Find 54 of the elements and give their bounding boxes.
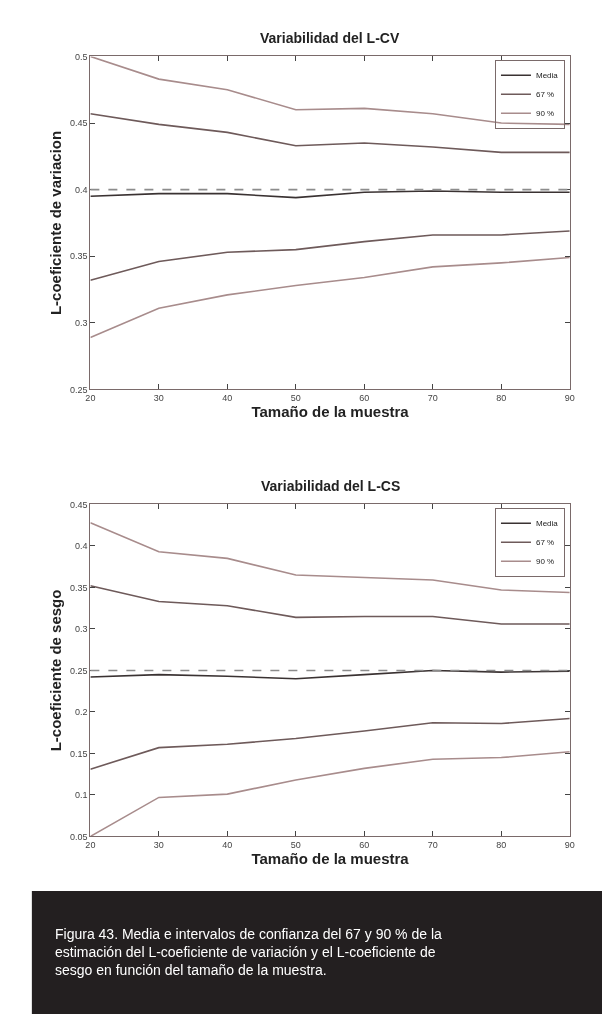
x-tick-label: 90	[564, 840, 575, 851]
x-axis-title: Tamaño de la muestra	[251, 403, 410, 421]
y-tick-label: 0.1	[75, 790, 88, 801]
x-tick-label: 20	[85, 393, 96, 404]
line-series	[90, 750, 570, 837]
y-tick-label: 0.2	[75, 707, 88, 718]
line-series	[90, 56, 570, 126]
x-tick-label: 20	[85, 840, 96, 851]
legend-label: 67 %	[535, 538, 555, 548]
legend-label: 67 %	[535, 90, 555, 100]
y-axis-title: L-coeficiente de sesgo	[47, 589, 65, 752]
chart-title: Variabilidad del L-CS	[261, 478, 401, 494]
x-tick-label: 40	[222, 393, 233, 404]
line-series	[90, 256, 570, 339]
chart-title: Variabilidad del L-CV	[260, 30, 400, 46]
y-tick-label: 0.35	[70, 582, 88, 593]
text: Figura 43. Media e intervalos de confianza del 67 y 90 % de la estimación del L-coeficiente de variación y el L-coeficiente de sesgo en función del tamaño de la muestra.	[55, 926, 442, 979]
x-tick-label: 30	[153, 393, 164, 404]
y-tick-label: 0.45	[70, 499, 88, 510]
x-tick-label: 90	[564, 393, 575, 404]
y-tick-label: 0.5	[75, 51, 88, 62]
y-tick-label: 0.25	[70, 665, 88, 676]
x-tick-label: 40	[222, 840, 233, 851]
x-tick-label: 60	[359, 393, 370, 404]
y-tick-label: 0.45	[70, 118, 88, 129]
x-tick-label: 70	[427, 393, 438, 404]
legend-label: 90 %	[535, 109, 555, 119]
line-series	[90, 190, 570, 199]
y-tick-label: 0.3	[75, 624, 88, 635]
x-tick-label: 30	[153, 840, 164, 851]
x-axis-title: Tamaño de la muestra	[251, 850, 410, 868]
y-tick-label: 0.4	[75, 184, 88, 195]
y-tick-label: 0.4	[75, 541, 88, 552]
x-tick-label: 70	[427, 840, 438, 851]
line-series	[90, 521, 570, 594]
line-series	[90, 112, 570, 154]
x-tick-label: 80	[496, 393, 507, 404]
legend-label: 90 %	[535, 557, 555, 567]
x-tick-label: 80	[496, 840, 507, 851]
line-series	[90, 230, 570, 282]
x-tick-label: 50	[290, 840, 301, 851]
y-tick-label: 0.3	[75, 317, 88, 328]
line-series	[90, 717, 570, 770]
y-tick-label: 0.35	[70, 251, 88, 262]
line-series	[90, 669, 570, 680]
y-tick-label: 0.15	[70, 748, 88, 759]
y-axis-title: L-coeficiente de variacion	[47, 130, 65, 316]
x-tick-label: 50	[290, 393, 301, 404]
y-tick-label: 0.05	[70, 831, 88, 842]
x-tick-label: 60	[359, 840, 370, 851]
line-series	[90, 584, 570, 625]
legend-label: Media	[535, 71, 559, 81]
y-tick-label: 0.25	[70, 384, 88, 395]
legend-label: Media	[535, 519, 559, 529]
